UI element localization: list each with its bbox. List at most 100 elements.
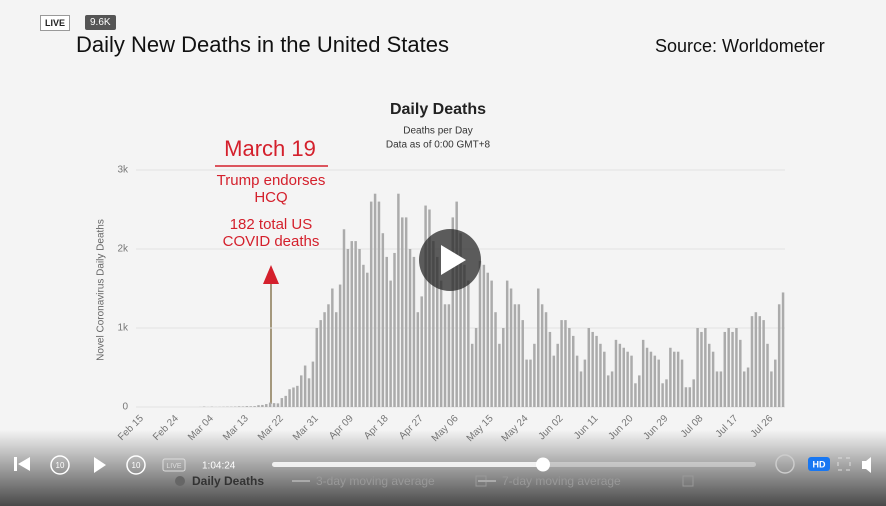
bar	[471, 344, 473, 407]
bar	[284, 396, 286, 407]
bar	[731, 332, 733, 407]
bar	[665, 379, 667, 407]
bar	[246, 406, 248, 407]
bar	[296, 386, 298, 407]
bar	[720, 371, 722, 407]
y-axis-label: Novel Coronavirus Daily Deaths	[96, 219, 107, 361]
bar	[374, 194, 376, 407]
legend-label: 3-day moving average	[316, 474, 435, 488]
bar	[560, 320, 562, 407]
viewer-count: 9.6K	[85, 15, 116, 30]
y-tick-label: 1k	[117, 323, 129, 334]
bar	[316, 328, 318, 407]
bar	[619, 344, 621, 407]
bar	[389, 281, 391, 407]
bar	[630, 356, 632, 407]
bar	[778, 304, 780, 407]
progress-knob[interactable]	[536, 458, 550, 472]
bar	[673, 352, 675, 407]
progress-played	[272, 462, 543, 467]
bar	[238, 406, 240, 407]
bar	[467, 281, 469, 407]
bar	[475, 328, 477, 407]
prev-bar	[14, 457, 17, 471]
bar	[751, 316, 753, 407]
chart: Daily Deaths Deaths per Day Data as of 0…	[0, 0, 886, 506]
bar	[331, 289, 333, 408]
bar	[510, 289, 512, 408]
bar	[661, 383, 663, 407]
bar	[755, 312, 757, 407]
bar	[514, 304, 516, 407]
y-tick-label: 2k	[117, 244, 129, 255]
bar	[378, 202, 380, 407]
bar	[743, 371, 745, 407]
bar	[339, 285, 341, 407]
bar	[545, 312, 547, 407]
bar	[261, 405, 263, 407]
annotation-total: 182 total US COVID deaths	[212, 216, 330, 250]
bar	[265, 404, 267, 407]
bar	[747, 368, 749, 408]
rewind-label: 10	[56, 461, 65, 470]
bar	[704, 328, 706, 407]
bar	[397, 194, 399, 407]
bar	[358, 249, 360, 407]
chart-title: Daily Deaths	[390, 101, 486, 118]
bar	[351, 241, 353, 407]
bar	[599, 344, 601, 407]
bar	[362, 265, 364, 407]
bar	[518, 304, 520, 407]
bar	[253, 406, 255, 407]
bar	[626, 352, 628, 407]
annotation-date: March 19	[224, 136, 316, 161]
bar	[479, 261, 481, 407]
bar	[354, 241, 356, 407]
live-small: LIVE	[166, 463, 182, 470]
bar	[770, 371, 772, 407]
bar	[300, 375, 302, 407]
bar	[774, 360, 776, 407]
bar	[304, 366, 306, 407]
bar	[506, 281, 508, 407]
bar	[393, 253, 395, 407]
bar	[591, 332, 593, 407]
bar	[584, 360, 586, 407]
bar	[366, 273, 368, 407]
bar	[409, 249, 411, 407]
chart-subtitle: Deaths per Day	[403, 126, 472, 137]
bar	[323, 312, 325, 407]
bar	[712, 352, 714, 407]
bar	[494, 312, 496, 407]
bar	[277, 403, 279, 407]
bar	[634, 383, 636, 407]
bar	[417, 312, 419, 407]
bar	[681, 360, 683, 407]
bar	[448, 304, 450, 407]
bar	[288, 389, 290, 407]
bar	[623, 348, 625, 407]
y-tick-label: 3k	[117, 165, 129, 176]
bar	[312, 362, 314, 407]
bar	[766, 344, 768, 407]
bar	[273, 403, 275, 407]
bar	[385, 257, 387, 407]
bar	[498, 344, 500, 407]
bar	[669, 348, 671, 407]
bar	[440, 281, 442, 407]
bar	[343, 229, 345, 407]
bar	[335, 312, 337, 407]
bar	[502, 328, 504, 407]
bar	[588, 328, 590, 407]
bar	[580, 371, 582, 407]
bar	[529, 360, 531, 407]
bar	[281, 398, 283, 407]
hd-label: HD	[813, 459, 826, 469]
time: 1:04:24	[202, 461, 236, 472]
bar	[724, 332, 726, 407]
bar	[308, 378, 310, 407]
bar	[347, 249, 349, 407]
bar	[615, 340, 617, 407]
bar	[541, 304, 543, 407]
bar	[759, 316, 761, 407]
